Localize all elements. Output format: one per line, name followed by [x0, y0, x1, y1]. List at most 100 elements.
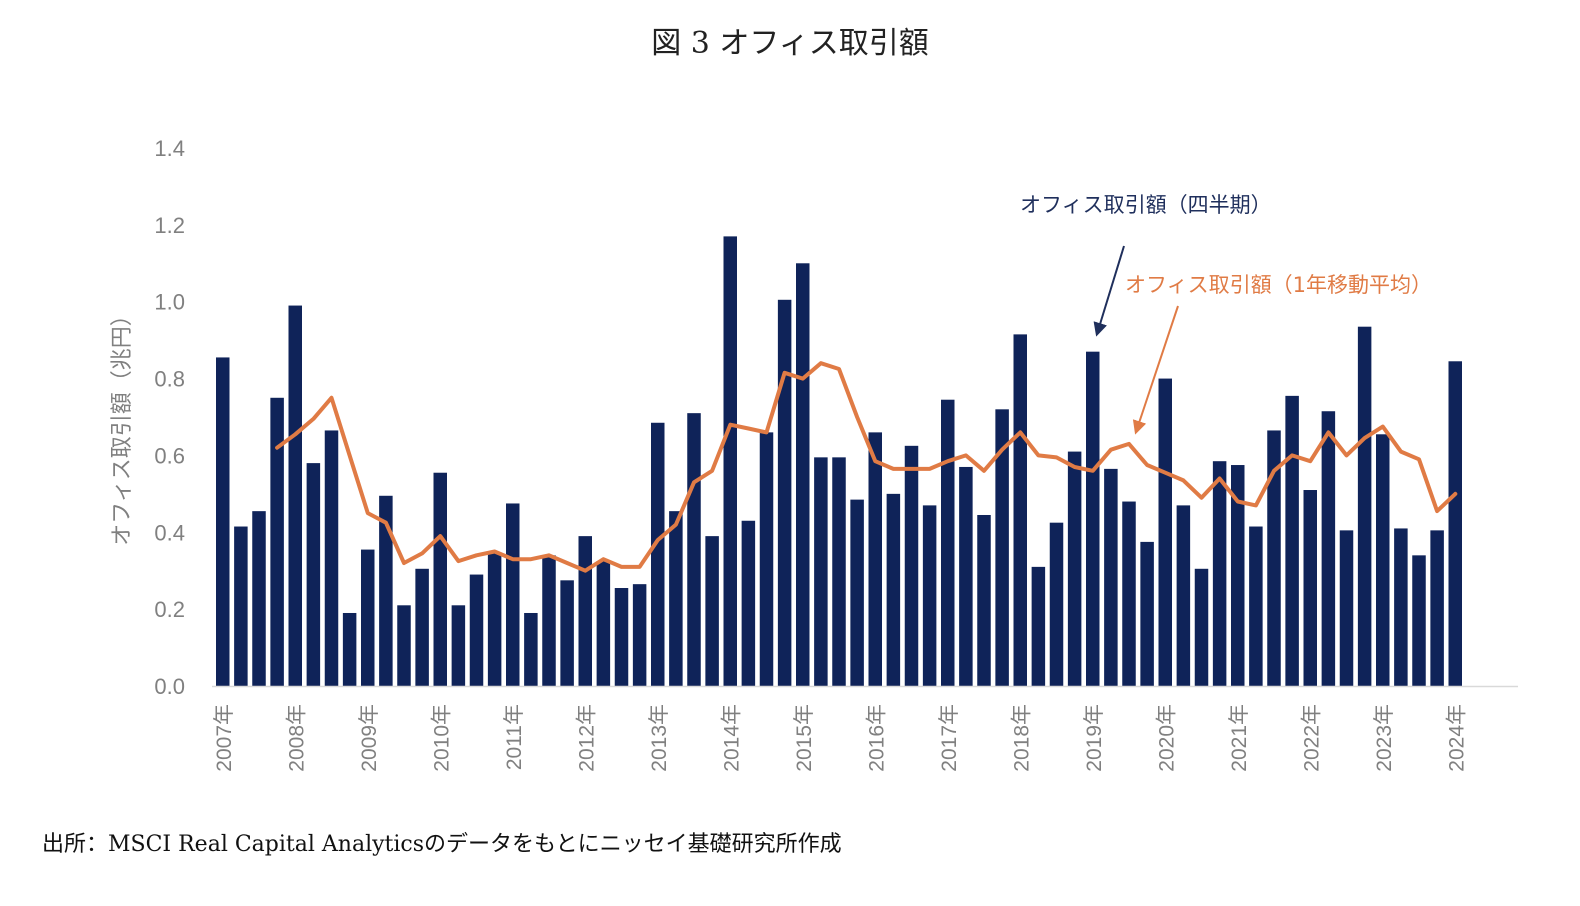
moving-average-line — [275, 361, 1458, 573]
bar — [922, 505, 937, 686]
chart-title: 図 3 オフィス取引額 — [651, 26, 929, 61]
bar — [1339, 530, 1354, 686]
x-tick-label: 2015年 — [793, 704, 816, 772]
bar — [324, 430, 339, 686]
bar — [252, 511, 266, 686]
x-tick-label: 2016年 — [865, 704, 888, 772]
bar — [578, 536, 592, 686]
y-tick-label: 0.0 — [154, 674, 185, 699]
x-tick-label: 2024年 — [1445, 704, 1468, 772]
x-tick-label: 2014年 — [720, 704, 743, 772]
bar — [1158, 378, 1172, 686]
annotation-moving-average: オフィス取引額（1年移動平均） — [1125, 273, 1432, 297]
bar — [1104, 468, 1118, 686]
y-tick-label: 1.4 — [154, 136, 185, 161]
bar — [487, 553, 502, 686]
bar — [469, 574, 484, 686]
annotation-arrow-moving-average — [1132, 305, 1179, 435]
bar — [1013, 334, 1027, 686]
bar — [1448, 361, 1462, 686]
bar — [1321, 411, 1336, 686]
x-tick-label: 2011年 — [503, 704, 526, 770]
bar — [542, 555, 556, 686]
annotation-arrow-quarterly — [1093, 245, 1125, 337]
x-axis: 2007年 2008年 2009年 2010年 2011年 2012年 2013年 2014年… — [212, 685, 1518, 772]
bar — [886, 493, 901, 686]
bar — [832, 457, 846, 686]
bar — [1412, 555, 1426, 686]
x-tick-label: 2012年 — [575, 704, 598, 772]
x-tick-label: 2023年 — [1373, 704, 1396, 772]
bar — [415, 568, 429, 686]
bar — [433, 472, 447, 686]
bar — [1249, 526, 1263, 686]
bar — [705, 536, 719, 686]
bar — [596, 561, 611, 686]
y-tick-label: 0.2 — [154, 597, 185, 622]
bar — [379, 495, 393, 686]
bar — [1140, 541, 1154, 686]
x-tick-label: 2008年 — [285, 704, 308, 772]
source-note: 出所：MSCI Real Capital Analyticsのデータをもとにニッ… — [42, 832, 842, 857]
x-tick-label: 2009年 — [358, 704, 381, 772]
bar — [524, 612, 538, 686]
bar — [234, 526, 248, 686]
bar — [1176, 505, 1191, 686]
y-tick-label: 1.0 — [154, 290, 185, 315]
bar — [669, 511, 683, 686]
bar — [1031, 566, 1046, 686]
y-tick-label: 0.8 — [154, 367, 185, 392]
x-tick-label: 2007年 — [213, 704, 236, 772]
bar — [216, 357, 230, 686]
bar — [1267, 430, 1281, 686]
bar — [1303, 490, 1317, 686]
bar — [1194, 568, 1209, 686]
bar — [1357, 326, 1372, 686]
y-tick-label: 0.6 — [154, 443, 185, 468]
bar — [614, 588, 629, 686]
bar — [1394, 528, 1408, 686]
bar — [632, 584, 647, 686]
bar — [687, 413, 701, 686]
bar — [868, 432, 882, 686]
bar — [723, 236, 737, 686]
bar — [342, 612, 357, 686]
bar — [1049, 522, 1064, 686]
bar — [361, 549, 375, 686]
bar — [306, 463, 321, 686]
y-axis-title: オフィス取引額（兆円） — [110, 304, 135, 546]
x-tick-label: 2020年 — [1155, 704, 1178, 772]
x-tick-label: 2021年 — [1228, 704, 1251, 772]
bar — [850, 499, 864, 686]
x-tick-label: 2022年 — [1300, 704, 1323, 772]
bar — [1067, 451, 1082, 686]
moving-average-series — [275, 361, 1458, 573]
y-axis: 0.0 0.2 0.4 0.6 0.8 1.0 1.2 1.4 オフィス取引額（兆円） — [110, 136, 185, 699]
bar — [959, 466, 973, 686]
bar — [560, 580, 574, 686]
bar — [1122, 501, 1136, 686]
annotations: オフィス取引額（四半期） オフィス取引額（1年移動平均） — [1020, 193, 1432, 435]
bar — [1231, 465, 1245, 686]
bar — [270, 397, 284, 686]
y-tick-label: 0.4 — [154, 520, 185, 545]
bar — [506, 503, 520, 686]
bar-series — [216, 236, 1462, 686]
bar — [759, 432, 774, 686]
bar — [1285, 395, 1299, 686]
x-tick-label: 2019年 — [1083, 704, 1106, 772]
x-tick-label: 2017年 — [938, 704, 961, 772]
bar — [977, 514, 991, 686]
annotation-quarterly: オフィス取引額（四半期） — [1020, 193, 1272, 217]
bar — [288, 305, 302, 686]
x-tick-label: 2010年 — [430, 704, 453, 772]
bar — [904, 445, 919, 686]
y-tick-label: 1.2 — [154, 213, 185, 238]
bar — [814, 457, 828, 686]
bar — [1376, 434, 1390, 686]
bar — [1086, 351, 1100, 686]
bar — [995, 409, 1009, 686]
bar — [796, 263, 810, 686]
bar — [741, 520, 756, 686]
